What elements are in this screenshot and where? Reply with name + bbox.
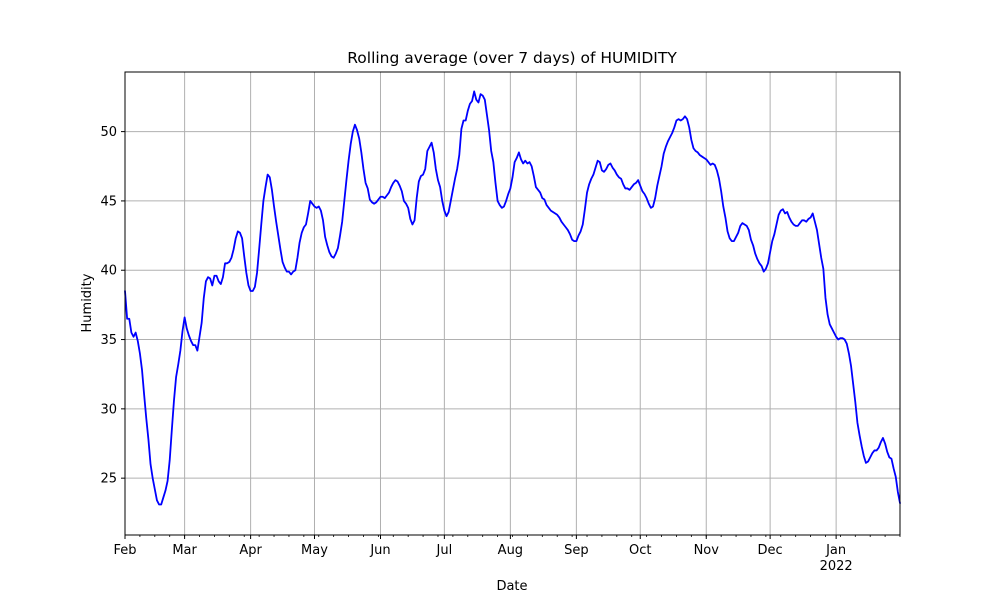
x-tick-year-label: 2022 <box>820 559 853 574</box>
x-tick-label: Sep <box>564 543 589 558</box>
y-tick-label: 25 <box>100 472 117 487</box>
grid-lines <box>124 72 900 535</box>
series-group <box>124 90 901 506</box>
x-tick-label: Aug <box>498 543 523 558</box>
x-axis-label: Date <box>496 579 527 594</box>
x-tick-label: Feb <box>113 543 136 558</box>
y-axis-label: Humidity <box>80 273 95 332</box>
axis-ticks: 25 30 35 40 45 50 Feb Mar Apr May Jun Jul Aug Sep Oct N… <box>100 125 901 574</box>
x-tick-label: Jul <box>436 543 453 558</box>
chart-title: Rolling average (over 7 days) of HUMIDIT… <box>347 49 677 67</box>
x-tick-label: Oct <box>629 543 651 558</box>
x-tick-label: Mar <box>172 543 197 558</box>
x-tick-label: May <box>301 543 328 558</box>
x-tick-label: Nov <box>694 543 720 558</box>
y-tick-label: 35 <box>100 333 117 348</box>
y-tick-label: 50 <box>100 125 117 140</box>
x-tick-label: Jun <box>369 543 390 558</box>
series-line-humidity <box>124 90 901 506</box>
y-tick-label: 40 <box>100 264 117 279</box>
x-tick-label: Dec <box>758 543 783 558</box>
y-tick-label: 30 <box>100 402 117 417</box>
y-tick-label: 45 <box>100 194 117 209</box>
x-tick-label: Jan <box>825 543 846 558</box>
x-tick-label: Apr <box>239 543 262 558</box>
